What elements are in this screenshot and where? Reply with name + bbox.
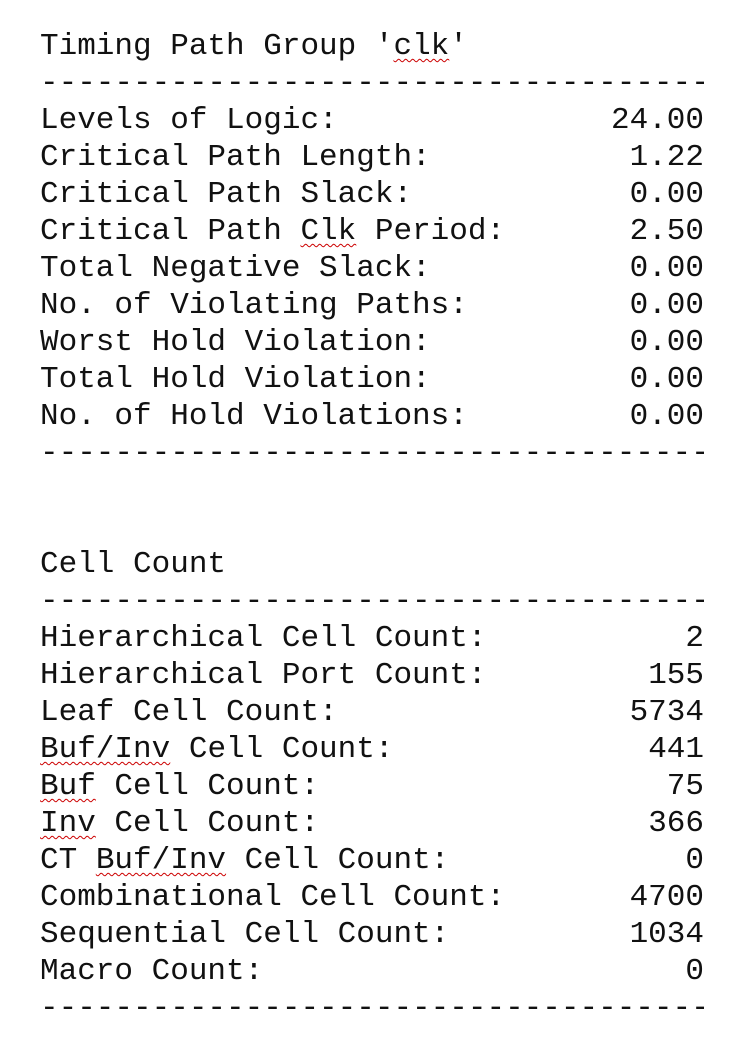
timing-label: Worst Hold Violation:: [40, 325, 431, 360]
cell-value: 0: [685, 843, 704, 878]
timing-value: 2.50: [629, 214, 704, 249]
timing-label: Total Negative Slack:: [40, 251, 431, 286]
timing-row: Critical Path Clk Period: 2.50: [40, 213, 704, 250]
timing-row: No. of Violating Paths: 0.00: [40, 287, 704, 324]
timing-label: Levels of Logic:: [40, 103, 338, 138]
timing-section-title: Timing Path Group 'clk': [40, 28, 704, 65]
title-group-name: clk: [393, 29, 450, 64]
title-prefix: Timing Path Group ': [40, 29, 394, 64]
timing-value: 1.22: [629, 140, 704, 175]
cell-value: 366: [648, 806, 704, 841]
timing-row: Critical Path Length: 1.22: [40, 139, 704, 176]
label-part: Cell Count:: [95, 806, 320, 841]
timing-value: 0.00: [629, 399, 704, 434]
cell-value: 1034: [629, 917, 704, 952]
cell-row: CT Buf/Inv Cell Count: 0: [40, 842, 704, 879]
cell-label: Inv Cell Count:: [40, 805, 319, 842]
section-gap: [40, 472, 704, 546]
cell-label: Sequential Cell Count:: [40, 917, 450, 952]
cell-row: Buf/Inv Cell Count: 441: [40, 731, 704, 768]
cell-value: 0: [685, 954, 704, 989]
cell-value: 441: [648, 732, 704, 767]
label-part: Critical Path: [40, 214, 301, 249]
label-part: Period:: [356, 214, 506, 249]
label-part: Cell Count:: [170, 732, 394, 767]
cell-bottom-rule: -------------------------------------: [40, 991, 704, 1026]
label-flagged-word: Inv: [40, 806, 96, 841]
label-part: Cell Count:: [95, 769, 320, 804]
label-flagged-word: Clk: [300, 214, 357, 249]
title-suffix: ': [449, 29, 468, 64]
cell-value: 2: [685, 621, 704, 656]
cell-row: Inv Cell Count: 366: [40, 805, 704, 842]
timing-label: Critical Path Length:: [40, 140, 431, 175]
timing-row: No. of Hold Violations: 0.00: [40, 398, 704, 435]
cell-row: Hierarchical Port Count: 155: [40, 657, 704, 694]
cell-label: Leaf Cell Count:: [40, 695, 338, 730]
cell-value: 5734: [629, 695, 704, 730]
cell-label: Combinational Cell Count:: [40, 880, 506, 915]
label-flagged-word: Buf/Inv: [95, 843, 227, 878]
timing-value: 0.00: [629, 251, 704, 286]
cell-label: Buf Cell Count:: [40, 768, 319, 805]
timing-label: Total Hold Violation:: [40, 362, 431, 397]
label-part: CT: [40, 843, 96, 878]
timing-value: 0.00: [629, 177, 704, 212]
timing-top-rule: -------------------------------------: [40, 66, 704, 101]
timing-value: 0.00: [629, 325, 704, 360]
timing-row: Worst Hold Violation: 0.00: [40, 324, 704, 361]
cell-label: Macro Count:: [40, 954, 264, 989]
cell-row: Buf Cell Count: 75: [40, 768, 704, 805]
cell-row: Sequential Cell Count: 1034: [40, 916, 704, 953]
cell-row: Combinational Cell Count: 4700: [40, 879, 704, 916]
cell-row: Macro Count: 0: [40, 953, 704, 990]
cell-value: 75: [666, 769, 704, 804]
cell-value: 155: [648, 658, 704, 693]
cell-row: Leaf Cell Count: 5734: [40, 694, 704, 731]
cell-row: Hierarchical Cell Count: 2: [40, 620, 704, 657]
timing-label: Critical Path Clk Period:: [40, 213, 505, 250]
qor-report: Timing Path Group 'clk' ----------------…: [40, 28, 704, 1027]
cell-section-title: Cell Count: [40, 547, 227, 582]
label-flagged-word: Buf: [40, 769, 96, 804]
timing-value: 0.00: [629, 362, 704, 397]
timing-label: No. of Hold Violations:: [40, 399, 468, 434]
cell-label: Hierarchical Cell Count:: [40, 621, 487, 656]
cell-label: Hierarchical Port Count:: [40, 658, 487, 693]
timing-row: Total Hold Violation: 0.00: [40, 361, 704, 398]
label-flagged-word: Buf/Inv: [40, 732, 171, 767]
timing-row: Critical Path Slack: 0.00: [40, 176, 704, 213]
timing-value: 24.00: [610, 103, 704, 138]
cell-value: 4700: [629, 880, 704, 915]
timing-bottom-rule: -------------------------------------: [40, 436, 704, 471]
cell-top-rule: -------------------------------------: [40, 584, 704, 619]
cell-label: Buf/Inv Cell Count:: [40, 731, 393, 768]
timing-value: 0.00: [629, 288, 704, 323]
cell-label: CT Buf/Inv Cell Count:: [40, 842, 449, 879]
timing-label: Critical Path Slack:: [40, 177, 413, 212]
timing-row: Levels of Logic: 24.00: [40, 102, 704, 139]
timing-label: No. of Violating Paths:: [40, 288, 468, 323]
label-part: Cell Count:: [226, 843, 450, 878]
timing-row: Total Negative Slack: 0.00: [40, 250, 704, 287]
